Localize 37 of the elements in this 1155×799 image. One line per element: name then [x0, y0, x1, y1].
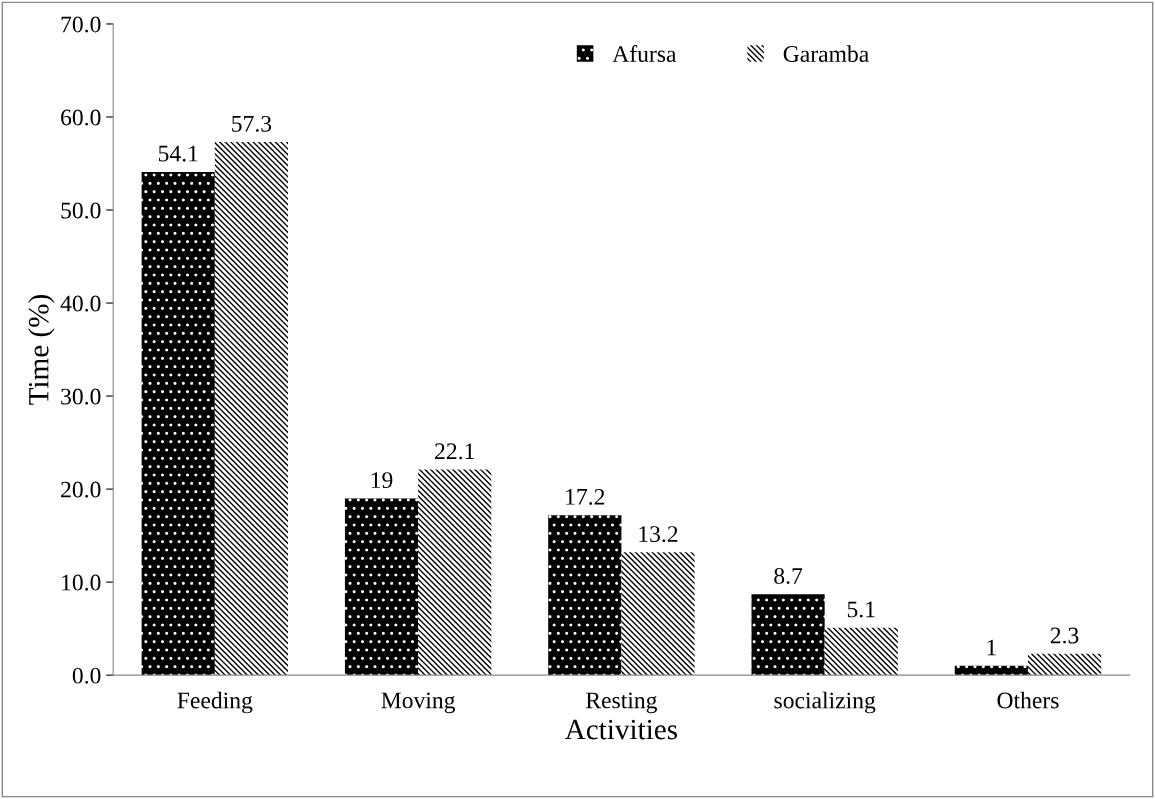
x-tick-label: Moving — [381, 692, 456, 714]
bar — [214, 142, 289, 676]
y-tick-label: 50.0 — [61, 202, 101, 219]
x-axis-title: Activities — [564, 719, 678, 740]
bar — [824, 627, 898, 676]
y-tick-label: 40.0 — [60, 295, 101, 312]
x-tick-label: Feeding — [177, 691, 253, 714]
y-tick-label: 10.0 — [62, 574, 101, 591]
x-tick-label: Others — [997, 691, 1059, 709]
y-tick-label: 60.0 — [61, 109, 101, 126]
bar — [344, 498, 419, 676]
data-label: 13.2 — [639, 526, 678, 543]
y-tick-label: 30.0 — [61, 388, 101, 405]
y-tick-label: 0.0 — [72, 667, 101, 684]
data-label: 22.1 — [435, 443, 474, 460]
bar — [141, 171, 215, 676]
y-tick-label: 20.0 — [61, 481, 101, 498]
y-tick-label: 70.0 — [61, 16, 101, 33]
data-label: 8.7 — [774, 567, 803, 584]
x-tick-label: socializing — [774, 691, 876, 714]
y-axis-title: Time (%) — [28, 295, 55, 405]
bar — [954, 665, 1028, 676]
bar — [751, 594, 825, 676]
bar — [548, 515, 622, 676]
bar — [418, 469, 492, 676]
legend-label: Garamba — [783, 45, 869, 62]
data-label: 54.1 — [158, 145, 198, 162]
data-label: 2.3 — [1050, 627, 1079, 644]
data-label: 17.2 — [566, 488, 605, 505]
data-label: 57.3 — [232, 115, 272, 132]
bar — [1027, 653, 1102, 676]
x-tick-label: Resting — [585, 692, 658, 714]
data-label: 5.1 — [847, 601, 875, 618]
legend-label: Afursa — [612, 45, 677, 62]
data-label: 19 — [371, 472, 393, 489]
data-label: 1 — [987, 639, 996, 656]
bar — [621, 552, 695, 676]
